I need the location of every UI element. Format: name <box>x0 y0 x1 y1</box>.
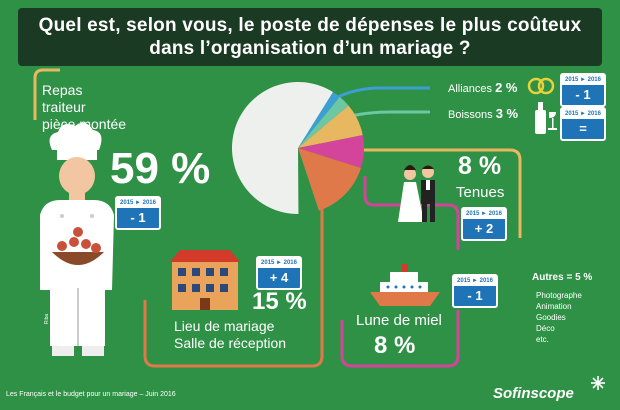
badge-lune: 2015 ► 2016 - 1 <box>452 274 498 308</box>
label-alliances-text: Alliances <box>448 83 493 95</box>
badge-boissons-change: = <box>579 121 587 136</box>
badge-lieu: 2015 ► 2016 + 4 <box>256 256 302 290</box>
value-boissons: 3 % <box>495 106 519 121</box>
title-line-2: dans l’organisation d’un mariage ? <box>149 38 471 59</box>
footer-source: Les Français et le budget pour un mariag… <box>6 391 176 398</box>
connector-repas <box>33 68 60 120</box>
value-lune: 8 % <box>374 332 416 359</box>
label-lieu-line-2: Salle de réception <box>174 335 287 351</box>
title-line-1: Quel est, selon vous, le poste de dépens… <box>38 15 582 36</box>
pie-slice-lune <box>298 135 364 168</box>
value-repas: 59 % <box>110 144 211 193</box>
label-boissons-text: Boissons <box>448 109 493 121</box>
pie-slice-boissons <box>298 96 349 148</box>
rings-icon <box>527 77 555 95</box>
badge-tenues-change: + 2 <box>474 221 494 236</box>
pie-slice-repas <box>232 82 333 215</box>
label-repas-line-3: pièce montée <box>42 116 127 132</box>
autres-item: Goodies <box>536 313 566 322</box>
label-autres: Autres = 5 % <box>532 272 593 283</box>
couple-illustration <box>398 165 435 222</box>
badge-boissons: 2015 ► 2016 = <box>560 107 606 141</box>
label-boissons: Boissons 3 % <box>448 106 518 121</box>
badge-lieu-years: 2015 ► 2016 <box>258 258 300 268</box>
pie-slice-alliances <box>298 92 340 148</box>
autres-item: Animation <box>536 302 572 311</box>
label-tenues: Tenues <box>456 184 505 201</box>
badge-lieu-change: + 4 <box>269 270 289 285</box>
autres-item: Déco <box>536 324 555 333</box>
badge-tenues-years: 2015 ► 2016 <box>463 209 505 219</box>
label-repas-line-1: Repas <box>42 82 83 98</box>
badge-tenues: 2015 ► 2016 + 2 <box>461 207 507 241</box>
building-illustration <box>170 250 240 310</box>
value-tenues: 8 % <box>458 152 502 180</box>
badge-alliances: 2015 ► 2016 - 1 <box>560 73 606 107</box>
connector-tenues <box>340 148 522 238</box>
label-repas: Repas traiteur pièce montée <box>42 82 126 133</box>
label-lune: Lune de miel <box>356 312 442 329</box>
badge-alliances-change: - 1 <box>575 87 591 102</box>
badge-repas-years: 2015 ► 2016 <box>117 198 159 208</box>
value-alliances: 2 % <box>495 80 518 95</box>
connector-lieu <box>143 190 324 368</box>
label-repas-line-2: traiteur <box>42 99 86 115</box>
badge-lune-change: - 1 <box>467 288 483 303</box>
ship-illustration <box>370 264 440 306</box>
autres-item: etc. <box>536 335 549 344</box>
label-lieu: Lieu de mariage Salle de réception <box>174 318 286 352</box>
label-lieu-line-1: Lieu de mariage <box>174 318 275 334</box>
pie-slice-tenues <box>298 105 363 148</box>
bottle-icon <box>535 102 557 134</box>
badge-boissons-years: 2015 ► 2016 <box>562 109 604 119</box>
badge-alliances-years: 2015 ► 2016 <box>562 75 604 85</box>
autres-item: Photographe <box>536 291 582 300</box>
sofinscope-logo-icon <box>591 376 605 390</box>
title-bar: Quel est, selon vous, le poste de dépens… <box>18 8 602 66</box>
value-lieu: 15 % <box>252 288 307 315</box>
chef-illustration <box>40 122 114 356</box>
pie-slice-lieu <box>298 148 361 211</box>
pie-chart <box>232 82 364 215</box>
illustration-credit: Riba <box>44 313 51 325</box>
badge-repas: 2015 ► 2016 - 1 <box>115 196 161 230</box>
autres-list: Photographe Animation Goodies Déco etc. <box>536 290 582 345</box>
badge-repas-change: - 1 <box>130 210 146 225</box>
pie-slice-autres <box>298 148 319 214</box>
badge-lune-years: 2015 ► 2016 <box>454 276 496 286</box>
label-alliances: Alliances 2 % <box>448 80 518 95</box>
brand-logo: Sofinscope <box>493 385 574 402</box>
